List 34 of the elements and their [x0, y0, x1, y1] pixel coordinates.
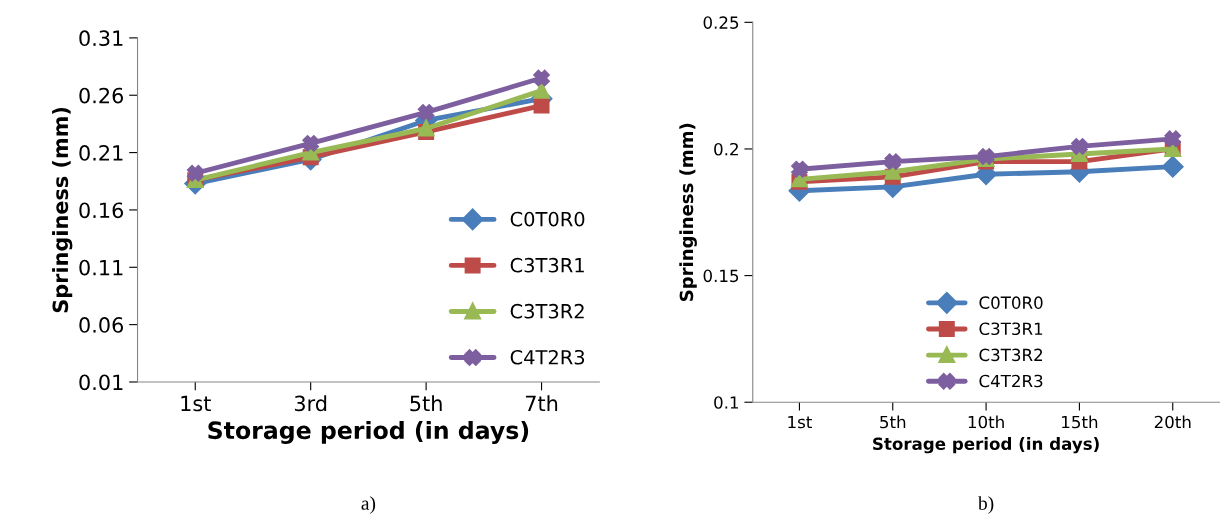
- x-tick-label: 1st: [788, 415, 812, 429]
- legend-label: C3T3R2: [510, 303, 584, 319]
- legend-label: C3T3R2: [979, 348, 1043, 362]
- x-tick-label: 20th: [1154, 415, 1191, 429]
- legend-label: C3T3R1: [510, 257, 584, 273]
- legend-label: C3T3R1: [979, 322, 1043, 336]
- y-axis-title: Springiness (mm): [52, 107, 73, 313]
- y-tick-label: 0.06: [79, 317, 124, 333]
- legend-label: C4T2R3: [979, 374, 1043, 388]
- y-tick-label: 0.25: [703, 16, 739, 29]
- x-axis-title: Storage period (in days): [208, 420, 529, 444]
- x-tick-label: 3rd: [294, 395, 327, 412]
- text: b): [977, 496, 994, 514]
- legend-label: C4T2R3: [510, 349, 585, 365]
- y-tick-label: 0.1: [714, 396, 739, 409]
- y-tick-label: 0.26: [79, 87, 124, 104]
- y-tick-label: 0.01: [79, 374, 123, 391]
- x-tick-label: 5th: [410, 395, 442, 412]
- x-tick-label: 15th: [1062, 415, 1098, 429]
- legend-label: C0T0R0: [979, 296, 1043, 309]
- y-tick-label: 0.11: [79, 259, 123, 276]
- legend-label: C0T0R0: [510, 211, 585, 227]
- y-tick-label: 0.31: [79, 30, 123, 47]
- y-tick-label: 0.2: [714, 142, 738, 156]
- y-axis-title: Springiness (mm): [679, 123, 697, 301]
- text: a): [361, 496, 376, 514]
- y-tick-label: 0.21: [79, 145, 123, 161]
- x-axis-title: Storage period (in days): [873, 437, 1099, 454]
- y-tick-label: 0.16: [79, 202, 124, 219]
- y-tick-label: 0.15: [703, 269, 739, 283]
- x-tick-label: 1st: [181, 395, 211, 412]
- x-tick-label: 5th: [880, 415, 906, 429]
- x-tick-label: 10th: [968, 415, 1004, 429]
- x-tick-label: 7th: [525, 395, 558, 412]
